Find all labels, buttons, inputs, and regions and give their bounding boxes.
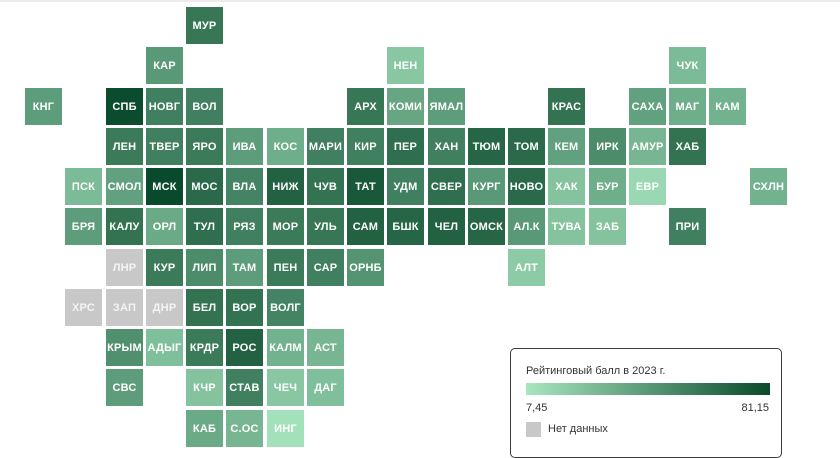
region-tile[interactable]: БШК bbox=[387, 208, 424, 245]
region-tile[interactable]: ТУВА bbox=[548, 208, 585, 245]
region-tile[interactable]: ЛИП bbox=[186, 249, 223, 286]
map-legend: Рейтинговый балл в 2023 г. 7,45 81,15 Не… bbox=[510, 348, 782, 458]
region-tile[interactable]: САМ bbox=[347, 208, 384, 245]
region-tile[interactable]: КАМ bbox=[709, 88, 746, 125]
region-tile[interactable]: ХАК bbox=[548, 168, 585, 205]
region-tile[interactable]: ИРК bbox=[589, 128, 626, 165]
region-tile[interactable]: КРЫМ bbox=[106, 329, 143, 366]
region-tile[interactable]: САХА bbox=[629, 88, 666, 125]
region-tile[interactable]: УЛЬ bbox=[307, 208, 344, 245]
region-tile[interactable]: ТАТ bbox=[347, 168, 384, 205]
region-tile[interactable]: ВОР bbox=[226, 289, 263, 326]
region-tile[interactable]: КАЛМ bbox=[267, 329, 304, 366]
region-tile[interactable]: МОР bbox=[267, 208, 304, 245]
region-tile[interactable]: АСТ bbox=[307, 329, 344, 366]
region-tile[interactable]: МАГ bbox=[669, 88, 706, 125]
region-tile[interactable]: КЕМ bbox=[548, 128, 585, 165]
region-tile[interactable]: КЧР bbox=[186, 369, 223, 406]
region-tile[interactable]: ЗАП bbox=[106, 289, 143, 326]
region-tile[interactable]: ЯРО bbox=[186, 128, 223, 165]
region-tile[interactable]: БУР bbox=[589, 168, 626, 205]
region-tile[interactable]: КАР bbox=[146, 47, 183, 84]
region-tile[interactable]: НОВО bbox=[508, 168, 545, 205]
region-tile[interactable]: ПЕН bbox=[267, 249, 304, 286]
region-tile[interactable]: ЧУВ bbox=[307, 168, 344, 205]
region-tile[interactable]: НИЖ bbox=[267, 168, 304, 205]
region-tile[interactable]: ВЛА bbox=[226, 168, 263, 205]
region-tile[interactable]: АДЫГ bbox=[146, 329, 183, 366]
region-tile[interactable]: СПБ bbox=[106, 88, 143, 125]
region-tile[interactable]: ИВА bbox=[226, 128, 263, 165]
region-tile[interactable]: УДМ bbox=[387, 168, 424, 205]
region-tile[interactable]: СВЕР bbox=[428, 168, 465, 205]
region-tile[interactable]: ТАМ bbox=[226, 249, 263, 286]
region-tile[interactable]: ЛНР bbox=[106, 249, 143, 286]
region-tile[interactable]: КНГ bbox=[25, 88, 62, 125]
region-tile[interactable]: КИР bbox=[347, 128, 384, 165]
region-tile[interactable]: СТАВ bbox=[226, 369, 263, 406]
region-tile[interactable]: КУР bbox=[146, 249, 183, 286]
region-tile[interactable]: ХРС bbox=[65, 289, 102, 326]
region-tile[interactable]: ХАБ bbox=[669, 128, 706, 165]
legend-color-scale bbox=[526, 383, 770, 395]
region-tile[interactable]: АРХ bbox=[347, 88, 384, 125]
region-tile[interactable]: ЛЕН bbox=[106, 128, 143, 165]
region-tile[interactable]: БЕЛ bbox=[186, 289, 223, 326]
region-tile[interactable]: НОВГ bbox=[146, 88, 183, 125]
region-tile[interactable]: ОРЛ bbox=[146, 208, 183, 245]
region-tile[interactable]: ОРНБ bbox=[347, 249, 384, 286]
region-tile[interactable]: КРАС bbox=[548, 88, 585, 125]
region-tile[interactable]: КОМИ bbox=[387, 88, 424, 125]
legend-no-data-swatch bbox=[526, 422, 541, 437]
region-tile[interactable]: КОС bbox=[267, 128, 304, 165]
region-tile[interactable]: ЯМАЛ bbox=[428, 88, 465, 125]
region-tile[interactable]: АМУР bbox=[629, 128, 666, 165]
legend-max-label: 81,15 bbox=[741, 402, 769, 414]
region-tile[interactable]: ЧУК bbox=[669, 47, 706, 84]
region-tile[interactable]: ВОЛГ bbox=[267, 289, 304, 326]
legend-min-label: 7,45 bbox=[526, 402, 548, 414]
region-tile[interactable]: ТВЕР bbox=[146, 128, 183, 165]
region-tile[interactable]: ТОМ bbox=[508, 128, 545, 165]
region-tile[interactable]: СХЛН bbox=[750, 168, 787, 205]
region-tile[interactable]: С.ОС bbox=[226, 410, 263, 447]
region-tile[interactable]: МУР bbox=[186, 7, 223, 44]
region-tile[interactable]: ДАГ bbox=[307, 369, 344, 406]
region-tile[interactable]: КАБ bbox=[186, 410, 223, 447]
region-tile[interactable]: ОМСК bbox=[468, 208, 505, 245]
region-tile[interactable]: БРЯ bbox=[65, 208, 102, 245]
region-tile[interactable]: ПЕР bbox=[387, 128, 424, 165]
region-tile[interactable]: ВОЛ bbox=[186, 88, 223, 125]
region-tile[interactable]: ПСК bbox=[65, 168, 102, 205]
region-tile[interactable]: ДНР bbox=[146, 289, 183, 326]
region-tile[interactable]: НЕН bbox=[387, 47, 424, 84]
region-tile[interactable]: ЗАБ bbox=[589, 208, 626, 245]
region-tile[interactable]: ТУЛ bbox=[186, 208, 223, 245]
region-tile[interactable]: САР bbox=[307, 249, 344, 286]
region-tile[interactable]: ПРИ bbox=[669, 208, 706, 245]
legend-title: Рейтинговый балл в 2023 г. bbox=[526, 365, 666, 377]
top-divider bbox=[0, 0, 840, 2]
legend-no-data-label: Нет данных bbox=[548, 423, 608, 435]
region-tile[interactable]: ИНГ bbox=[267, 410, 304, 447]
region-tile[interactable]: АЛ.К bbox=[508, 208, 545, 245]
region-tile[interactable]: ТЮМ bbox=[468, 128, 505, 165]
region-tile[interactable]: ЕВР bbox=[629, 168, 666, 205]
region-tile[interactable]: СМОЛ bbox=[106, 168, 143, 205]
region-tile[interactable]: АЛТ bbox=[508, 249, 545, 286]
region-tile[interactable]: КРДР bbox=[186, 329, 223, 366]
region-tile[interactable]: РЯЗ bbox=[226, 208, 263, 245]
region-tile[interactable]: ЧЕЧ bbox=[267, 369, 304, 406]
region-tile[interactable]: КАЛУ bbox=[106, 208, 143, 245]
region-tile[interactable]: МАРИ bbox=[307, 128, 344, 165]
region-tile[interactable]: СВС bbox=[106, 369, 143, 406]
region-tile[interactable]: КУРГ bbox=[468, 168, 505, 205]
region-tile[interactable]: РОС bbox=[226, 329, 263, 366]
region-tile[interactable]: ХАН bbox=[428, 128, 465, 165]
region-tile[interactable]: ЧЕЛ bbox=[428, 208, 465, 245]
region-tile[interactable]: МОС bbox=[186, 168, 223, 205]
region-tile[interactable]: МСК bbox=[146, 168, 183, 205]
